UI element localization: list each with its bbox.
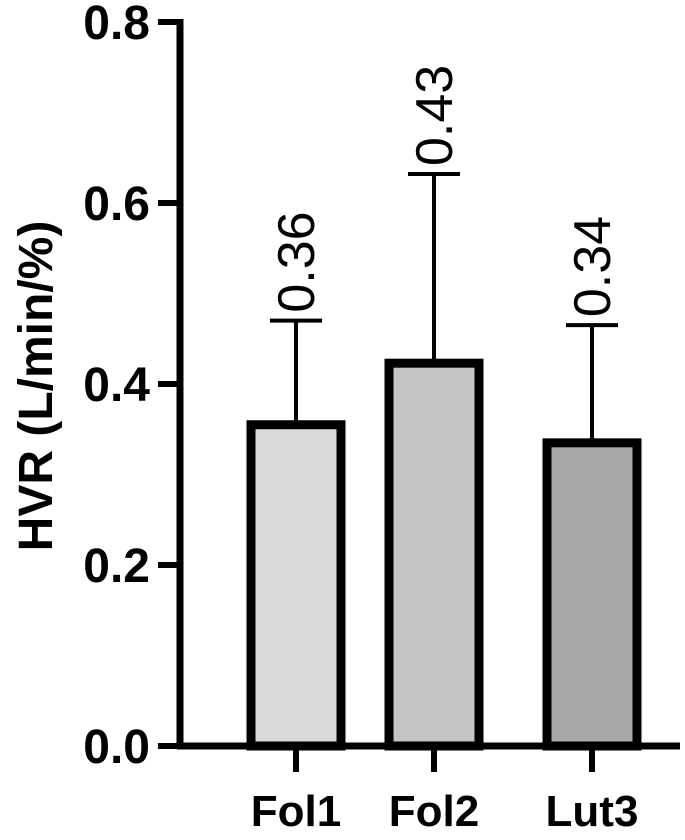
x-tick-label-fol1: Fol1 [251,787,341,836]
x-tick-label-lut3: Lut3 [546,787,639,836]
data-label-lut3: 0.34 [564,216,622,317]
data-label-fol1: 0.36 [268,211,326,312]
y-tick-label-2: 0.4 [83,359,150,412]
y-tick-label-3: 0.6 [83,178,150,231]
axes-layer: Fol1 Fol2 Lut3 0.0 0.2 0.4 0.6 0.8 [83,0,680,836]
y-axis-title: HVR (L/min/%) [10,221,63,552]
data-label-fol2: 0.43 [406,65,464,166]
y-tick-label-1: 0.2 [83,540,150,593]
bar-fol2 [384,358,484,751]
bar-fol1 [246,420,346,751]
x-tick-label-fol2: Fol2 [389,787,479,836]
bar-lut3 [542,438,642,751]
bars-layer: 0.36 0.43 0.34 [246,65,642,751]
y-tick-label-4: 0.8 [83,0,150,50]
y-tick-label-0: 0.0 [83,721,150,774]
